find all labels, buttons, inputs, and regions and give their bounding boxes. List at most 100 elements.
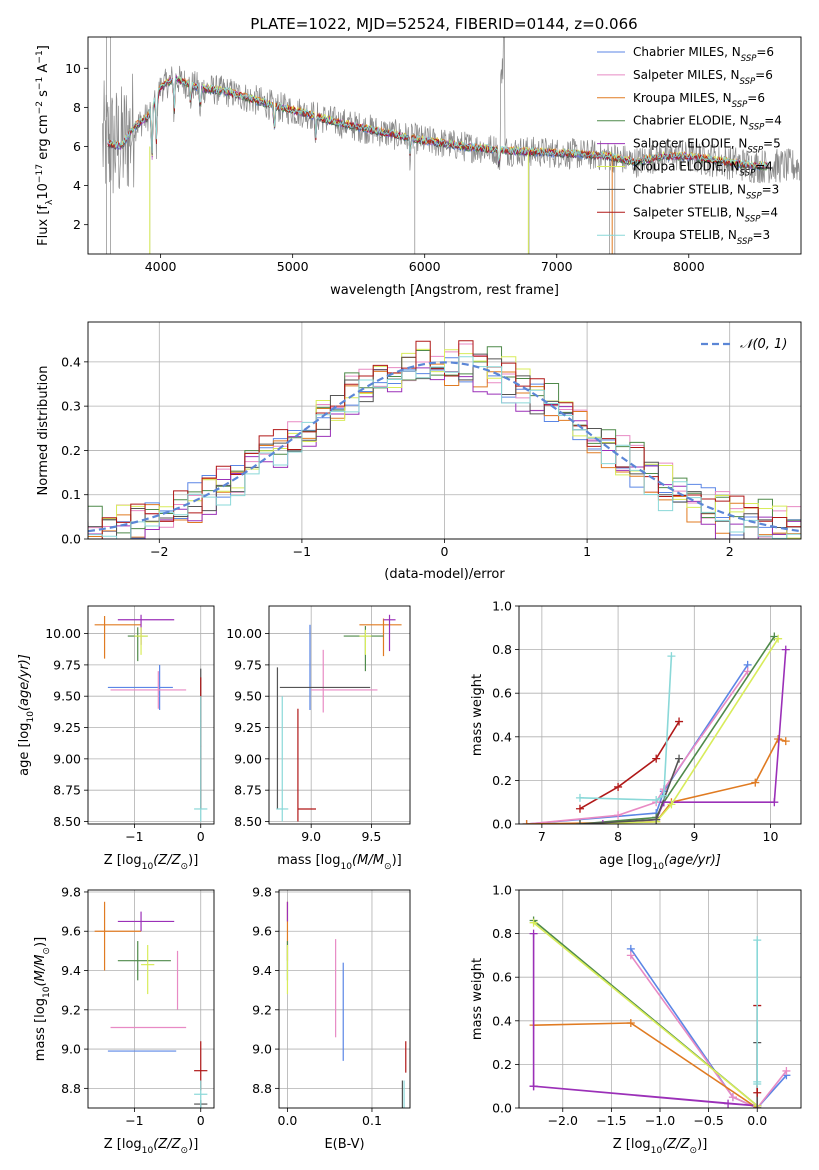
series-marker xyxy=(753,1077,762,1086)
legend-label: Kroupa STELIB, NSSP=3 xyxy=(633,228,770,247)
x-tick-label: 4000 xyxy=(145,259,177,274)
x-tick-label: 7 xyxy=(538,829,546,844)
axes-frame xyxy=(87,605,215,825)
y-tick-label: 9.25 xyxy=(53,720,81,735)
x-tick-label: 5000 xyxy=(277,259,309,274)
massweight-vs-metallicity-panel: −2.0 −1.5 −1.0 −0.5 0.0 0.0 0.2 0.4 0.6 0.8 1.0 Z [… xyxy=(470,883,802,1156)
series-marker xyxy=(598,820,607,824)
y-tick-label: 0.3 xyxy=(61,399,81,414)
axes-frame xyxy=(87,321,802,540)
y-tick-label: 9.6 xyxy=(61,924,81,939)
massweight-vs-age-panel: 7 8 9 10 0.0 0.2 0.4 0.6 0.8 1.0 age [log10(age/yr… xyxy=(470,599,802,872)
x-tick-label: 7000 xyxy=(541,259,573,274)
x-tick-label: 9.5 xyxy=(361,829,381,844)
y-tick-label: 0.1 xyxy=(61,487,81,502)
y-tick-label: 9.0 xyxy=(61,1042,81,1057)
x-axis-label: (data-model)/error xyxy=(384,567,505,582)
plot-area xyxy=(88,340,801,539)
mass-vs-ebv-panel: 0.0 0.1 8.8 9.0 9.2 9.4 9.6 9.8 E(B-V) xyxy=(252,884,411,1152)
residuals-histogram-panel: −2 −1 0 1 2 0.0 0.1 0.2 0.3 0.4 𝒩(0, 1) (data-model… xyxy=(36,321,802,582)
series-marker xyxy=(782,1066,791,1075)
series-line xyxy=(579,638,779,824)
y-tick-label: 2 xyxy=(73,217,81,232)
series-marker xyxy=(770,798,779,807)
x-tick-label: −1.5 xyxy=(596,1113,626,1128)
series-marker xyxy=(529,1082,538,1091)
axes-frame xyxy=(278,889,411,1109)
series-marker xyxy=(614,782,623,791)
y-tick-label: 6 xyxy=(73,139,81,154)
legend-label: Chabrier ELODIE, NSSP=4 xyxy=(633,114,782,133)
y-tick-label: 8.50 xyxy=(53,814,81,829)
series-marker xyxy=(652,815,661,824)
x-axis-label: Z [log10(Z/Z⊙)] xyxy=(613,1137,708,1156)
y-axis-label: age [log10(age/yr)] xyxy=(17,654,36,776)
y-tick-label: 0.8 xyxy=(492,926,512,941)
y-tick-label: 9.50 xyxy=(234,689,262,704)
normal-curve xyxy=(88,361,801,533)
plot-area xyxy=(94,901,208,1108)
series-marker xyxy=(724,1099,733,1108)
x-tick-label: 10 xyxy=(763,829,779,844)
figure-title: PLATE=1022, MJD=52524, FIBERID=0144, z=0… xyxy=(250,15,637,33)
y-axis-label: mass weight xyxy=(470,674,485,756)
series-line xyxy=(533,922,758,1107)
series-marker xyxy=(626,951,635,960)
legend-label: Chabrier STELIB, NSSP=3 xyxy=(633,182,779,201)
series-marker xyxy=(753,936,762,945)
y-tick-label: 9.0 xyxy=(252,1042,272,1057)
y-tick-label: 0.4 xyxy=(492,1013,512,1028)
y-axis-label: Flux [fλ10−17 erg cm−2 s−1 A−1] xyxy=(35,45,55,246)
histogram-step-line xyxy=(88,356,801,539)
legend-label: Kroupa MILES, NSSP=6 xyxy=(633,91,765,110)
y-tick-label: 0.8 xyxy=(492,642,512,657)
series-marker xyxy=(675,754,684,763)
legend-label: Salpeter ELODIE, NSSP=5 xyxy=(633,137,781,156)
axes-frame xyxy=(518,605,802,825)
series-marker xyxy=(652,796,661,805)
mass-vs-metallicity-panel: −1 0 8.8 9.0 9.2 9.4 9.6 9.8 Z [log10(Z/Z⊙)] mass… xyxy=(33,884,215,1156)
legend-label: Salpeter STELIB, NSSP=4 xyxy=(633,205,778,224)
x-tick-label: −2.0 xyxy=(548,1113,578,1128)
series-marker xyxy=(652,754,661,763)
y-tick-label: 10 xyxy=(65,61,81,76)
x-tick-label: 2 xyxy=(726,544,734,559)
y-tick-label: 9.2 xyxy=(61,1002,81,1017)
y-tick-label: 1.0 xyxy=(492,599,512,614)
y-tick-label: 0.4 xyxy=(61,354,81,369)
legend-label: Chabrier MILES, NSSP=6 xyxy=(633,45,774,64)
y-tick-label: 0.2 xyxy=(492,773,512,788)
y-axis-label: mass [log10(M/M⊙)] xyxy=(33,937,52,1061)
plot-area xyxy=(276,614,402,822)
y-tick-label: 9.4 xyxy=(252,963,272,978)
y-tick-label: 9.8 xyxy=(252,884,272,899)
y-tick-label: 8.8 xyxy=(61,1081,81,1096)
y-tick-label: 9.75 xyxy=(53,657,81,672)
x-tick-label: 0 xyxy=(197,829,205,844)
age-vs-mass-panel: 9.0 9.5 8.50 8.75 9.00 9.25 9.50 9.75 10.00 mass … xyxy=(226,605,411,872)
series-marker xyxy=(575,793,584,802)
age-vs-metallicity-panel: −1 0 8.50 8.75 9.00 9.25 9.50 9.75 10.00 Z [log10… xyxy=(17,605,215,872)
series-marker xyxy=(659,791,668,800)
y-tick-label: 1.0 xyxy=(492,883,512,898)
y-tick-label: 9.25 xyxy=(234,720,262,735)
series-marker xyxy=(522,820,531,824)
model-line xyxy=(107,75,769,169)
x-tick-label: 8000 xyxy=(673,259,705,274)
y-tick-label: 0.0 xyxy=(492,1101,512,1116)
series-line xyxy=(526,670,749,824)
series-line xyxy=(532,933,758,1107)
y-tick-label: 9.6 xyxy=(252,924,272,939)
series-marker xyxy=(753,1104,762,1108)
x-tick-label: 1 xyxy=(583,544,591,559)
y-tick-label: 0.4 xyxy=(492,729,512,744)
series-marker xyxy=(781,737,790,746)
y-tick-label: 8.75 xyxy=(53,783,81,798)
y-tick-label: 4 xyxy=(73,178,81,193)
x-tick-label: 6000 xyxy=(409,259,441,274)
y-tick-label: 9.50 xyxy=(53,689,81,704)
legend-label: Kroupa ELODIE, NSSP=4 xyxy=(633,160,773,179)
x-tick-label: −1 xyxy=(293,544,311,559)
series-marker xyxy=(753,1088,762,1097)
plot-area xyxy=(102,37,801,254)
